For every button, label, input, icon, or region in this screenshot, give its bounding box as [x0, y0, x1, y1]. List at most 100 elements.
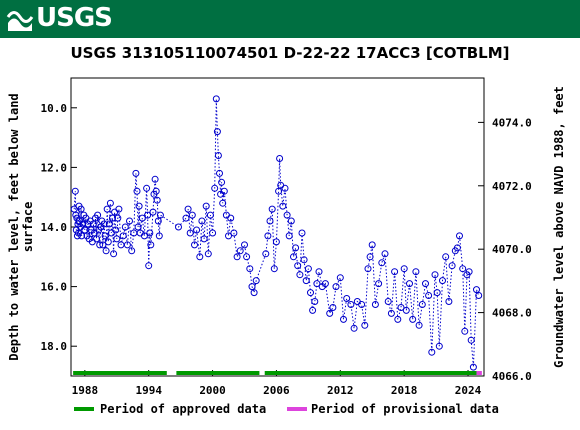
data-point — [371, 301, 379, 308]
data-point — [378, 259, 386, 267]
data-point — [216, 169, 223, 177]
data-point — [212, 95, 220, 103]
data-point — [146, 229, 154, 237]
data-point — [275, 187, 283, 195]
data-point — [406, 280, 413, 288]
right-tick-label: 4066.0 — [492, 370, 532, 383]
data-point — [230, 229, 238, 237]
legend: Period of approved data Period of provis… — [74, 402, 499, 416]
data-point — [391, 268, 399, 276]
data-point — [144, 211, 152, 219]
series-groundwater-level — [70, 95, 483, 371]
data-point — [329, 304, 337, 311]
data-point — [262, 250, 270, 258]
data-point — [243, 253, 251, 261]
x-tick-label: 2018 — [391, 384, 418, 397]
data-point — [114, 214, 122, 222]
data-point — [281, 184, 289, 192]
data-point — [102, 247, 110, 255]
data-point — [151, 175, 159, 183]
data-point — [77, 205, 85, 213]
data-point — [145, 262, 153, 270]
right-tick-label: 4072.0 — [492, 180, 532, 193]
left-axis: 10.0 12.0 14.0 16.0 18.0 — [41, 102, 77, 353]
data-point — [112, 226, 120, 234]
left-tick-label: 14.0 — [41, 221, 68, 234]
data-point — [400, 265, 408, 273]
data-point — [121, 223, 129, 231]
data-point — [461, 327, 469, 335]
data-point — [465, 268, 473, 276]
data-point — [296, 271, 304, 279]
data-point — [456, 232, 463, 240]
data-point — [279, 202, 287, 210]
data-point — [133, 187, 141, 195]
data-point — [287, 217, 295, 225]
data-point — [290, 253, 297, 261]
data-point — [311, 298, 319, 305]
data-point — [340, 315, 347, 323]
data-point — [227, 214, 235, 222]
data-point — [264, 232, 272, 240]
data-point — [186, 229, 194, 237]
data-point — [418, 301, 426, 308]
data-point — [200, 235, 208, 243]
data-point — [425, 292, 433, 299]
data-point — [71, 187, 79, 195]
data-point — [307, 289, 314, 297]
data-point — [115, 205, 123, 213]
data-point — [241, 241, 248, 249]
data-point — [233, 253, 241, 261]
data-point — [246, 265, 254, 273]
data-point — [326, 309, 334, 317]
x-tick-label: 1988 — [72, 384, 99, 397]
data-point — [219, 199, 227, 207]
usgs-header-banner: USGS — [0, 0, 580, 38]
data-point — [143, 184, 151, 192]
data-point — [128, 247, 136, 255]
data-point — [196, 253, 204, 261]
series-line — [73, 98, 480, 368]
data-point — [191, 241, 198, 249]
x-tick-label: 2006 — [263, 384, 290, 397]
data-point — [126, 217, 133, 225]
data-point — [270, 265, 278, 273]
data-point — [147, 241, 155, 249]
data-point — [435, 342, 443, 350]
data-point — [298, 229, 306, 237]
data-point — [272, 238, 280, 246]
right-tick-label: 4068.0 — [492, 307, 532, 320]
data-point — [156, 211, 164, 219]
data-point — [433, 289, 441, 297]
data-point — [135, 202, 143, 210]
data-point — [358, 301, 366, 308]
data-point — [459, 265, 467, 273]
data-point — [101, 232, 109, 240]
data-point — [105, 220, 113, 228]
data-point — [428, 348, 436, 356]
data-point — [467, 336, 475, 344]
data-point — [182, 214, 190, 222]
data-point — [149, 208, 157, 216]
data-point — [206, 211, 214, 219]
data-point — [209, 229, 217, 237]
data-point — [387, 309, 395, 317]
data-point — [473, 286, 480, 294]
data-point — [409, 315, 417, 323]
data-point — [361, 321, 369, 329]
data-point — [252, 277, 260, 285]
data-point — [394, 315, 402, 323]
data-point — [132, 169, 140, 177]
data-point — [431, 271, 439, 279]
data-point — [134, 223, 142, 231]
data-point — [204, 250, 212, 258]
data-point — [336, 274, 344, 282]
data-point — [93, 235, 100, 243]
data-point — [236, 247, 244, 255]
usgs-logo-text: USGS — [36, 3, 113, 33]
data-point — [412, 268, 420, 276]
data-point — [99, 241, 107, 249]
right-tick-label: 4070.0 — [492, 243, 532, 256]
data-point — [469, 363, 477, 371]
data-point — [214, 152, 222, 159]
